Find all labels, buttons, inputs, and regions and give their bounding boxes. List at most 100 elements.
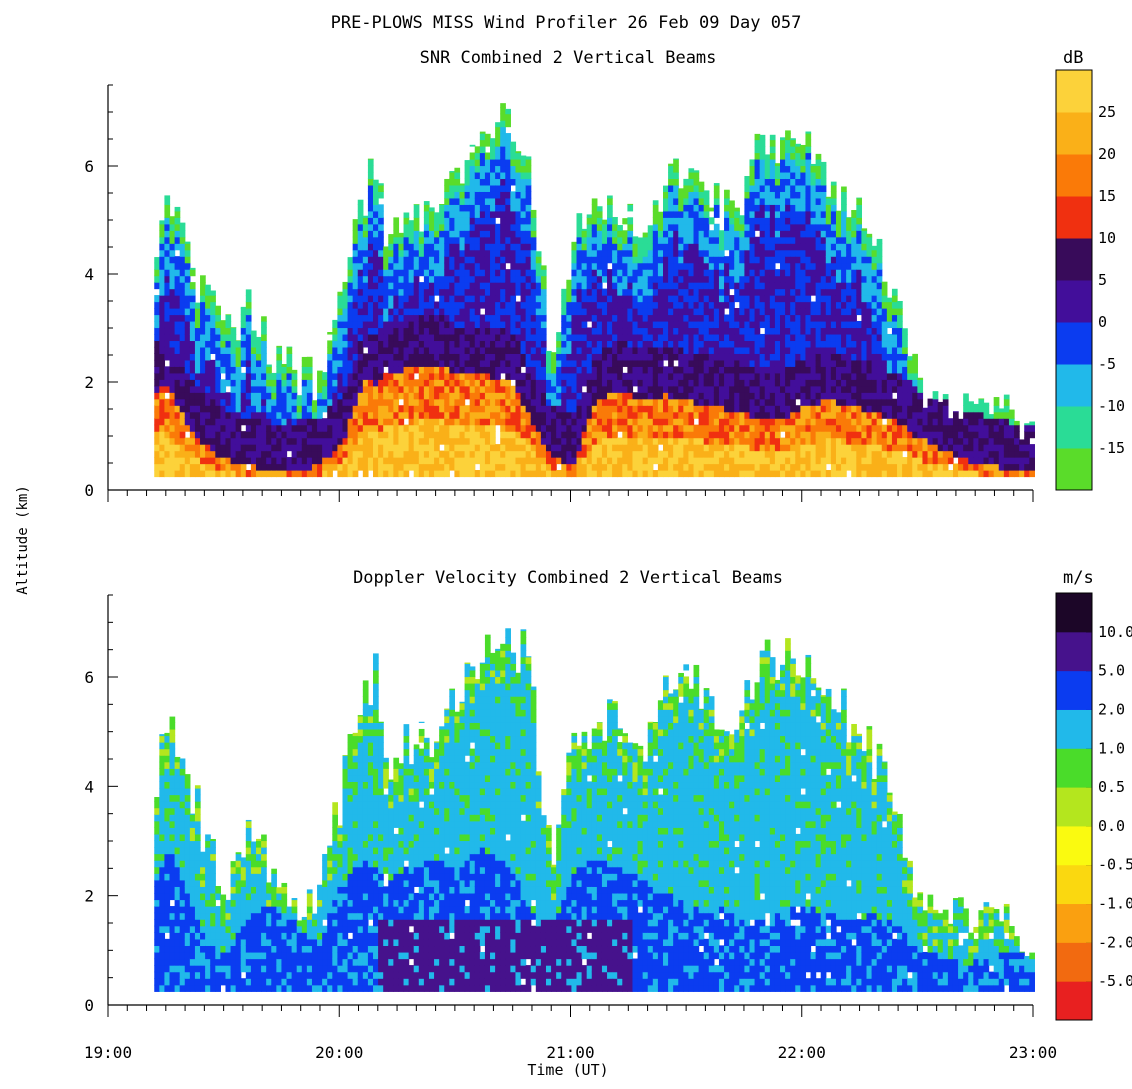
heatmap-cell: [413, 314, 420, 322]
heatmap-cell: [673, 444, 679, 452]
heatmap-cell: [759, 437, 766, 445]
heatmap-cell: [398, 269, 405, 277]
heatmap-cell: [678, 314, 684, 322]
heatmap-cell: [571, 444, 578, 452]
heatmap-cell: [393, 262, 400, 270]
heatmap-cell: [530, 353, 537, 361]
heatmap-cell: [612, 314, 618, 322]
heatmap-cell: [698, 184, 705, 192]
heatmap-cell: [520, 282, 527, 290]
heatmap-cell: [571, 249, 578, 257]
heatmap-cell: [434, 359, 440, 367]
heatmap-cell: [785, 275, 791, 283]
heatmap-cell: [378, 217, 384, 225]
heatmap-cell: [464, 320, 471, 329]
heatmap-cell: [439, 295, 445, 303]
heatmap-cell: [561, 463, 567, 471]
heatmap-cell: [174, 398, 181, 406]
heatmap-cell: [673, 431, 679, 439]
heatmap-cell: [510, 405, 517, 413]
heatmap-cell: [780, 158, 786, 167]
heatmap-cell: [535, 275, 542, 283]
heatmap-cell: [601, 308, 608, 316]
heatmap-cell: [266, 424, 272, 432]
heatmap-cell: [581, 249, 588, 257]
heatmap-cell: [250, 418, 257, 426]
heatmap-cell: [739, 215, 745, 218]
heatmap-cell: [373, 314, 379, 322]
heatmap-cell: [423, 346, 430, 354]
heatmap-cell: [184, 359, 191, 367]
heatmap-cell: [744, 275, 751, 283]
heatmap-cell: [388, 256, 394, 264]
heatmap-cell: [418, 463, 425, 471]
heatmap-cell: [800, 359, 807, 367]
heatmap-cell: [210, 366, 216, 374]
heatmap-cell: [535, 353, 542, 361]
heatmap-cell: [729, 346, 735, 354]
heatmap-cell: [266, 463, 272, 471]
heatmap-cell: [388, 282, 394, 290]
heatmap-cell: [571, 333, 578, 342]
heatmap-cell: [357, 262, 364, 270]
heatmap-cell: [540, 340, 547, 348]
heatmap-cell: [663, 249, 669, 257]
heatmap-cell: [795, 171, 801, 180]
heatmap-cell: [540, 424, 547, 432]
heatmap-cell: [754, 269, 761, 277]
heatmap-cell: [652, 411, 659, 419]
heatmap-cell: [780, 314, 786, 322]
heatmap-cell: [774, 256, 781, 264]
heatmap-cell: [703, 301, 710, 309]
heatmap-cell: [159, 230, 166, 238]
heatmap-cell: [617, 437, 623, 445]
heatmap-cell: [515, 171, 522, 180]
heatmap-cell: [540, 314, 547, 322]
heatmap-cell: [484, 450, 491, 458]
heatmap-cell: [551, 424, 557, 432]
heatmap-cell: [556, 372, 562, 380]
heatmap-cell: [708, 295, 715, 303]
heatmap-cell: [566, 437, 573, 445]
heatmap-cell: [373, 288, 379, 296]
heatmap-cell: [759, 139, 766, 147]
heatmap-cell: [530, 450, 537, 458]
heatmap-cell: [403, 295, 410, 303]
heatmap-cell: [464, 249, 471, 257]
heatmap-cell: [200, 314, 206, 322]
heatmap-cell: [713, 424, 720, 432]
heatmap-cell: [444, 320, 450, 329]
heatmap-cell: [520, 191, 527, 199]
heatmap-cell: [718, 372, 725, 380]
heatmap-cell: [449, 217, 456, 225]
heatmap-cell: [596, 366, 603, 374]
heatmap-cell: [520, 217, 527, 225]
heatmap-cell: [505, 320, 511, 329]
heatmap-cell: [332, 333, 338, 342]
heatmap-cell: [434, 236, 440, 244]
heatmap-cell: [352, 236, 359, 244]
heatmap-cell: [545, 450, 552, 458]
heatmap-cell: [495, 152, 501, 160]
heatmap-cell: [469, 223, 476, 231]
heatmap-cell: [174, 327, 181, 335]
heatmap-cell: [800, 178, 807, 186]
heatmap-cell: [362, 340, 369, 348]
heatmap-cell: [601, 243, 608, 251]
heatmap-cell: [581, 327, 588, 335]
heatmap-cell: [373, 236, 379, 244]
heatmap-cell: [805, 133, 812, 141]
heatmap-cell: [657, 437, 664, 445]
heatmap-cell: [790, 204, 796, 212]
heatmap-cell: [683, 301, 690, 309]
heatmap-cell: [449, 372, 456, 380]
heatmap-cell: [678, 457, 684, 465]
heatmap-cell: [805, 223, 812, 231]
heatmap-cell: [362, 320, 369, 329]
heatmap-cell: [688, 168, 695, 173]
heatmap-cell: [591, 340, 598, 348]
heatmap-cell: [500, 133, 506, 141]
heatmap-cell: [428, 236, 435, 244]
heatmap-cell: [525, 405, 532, 413]
heatmap-cell: [154, 379, 160, 387]
